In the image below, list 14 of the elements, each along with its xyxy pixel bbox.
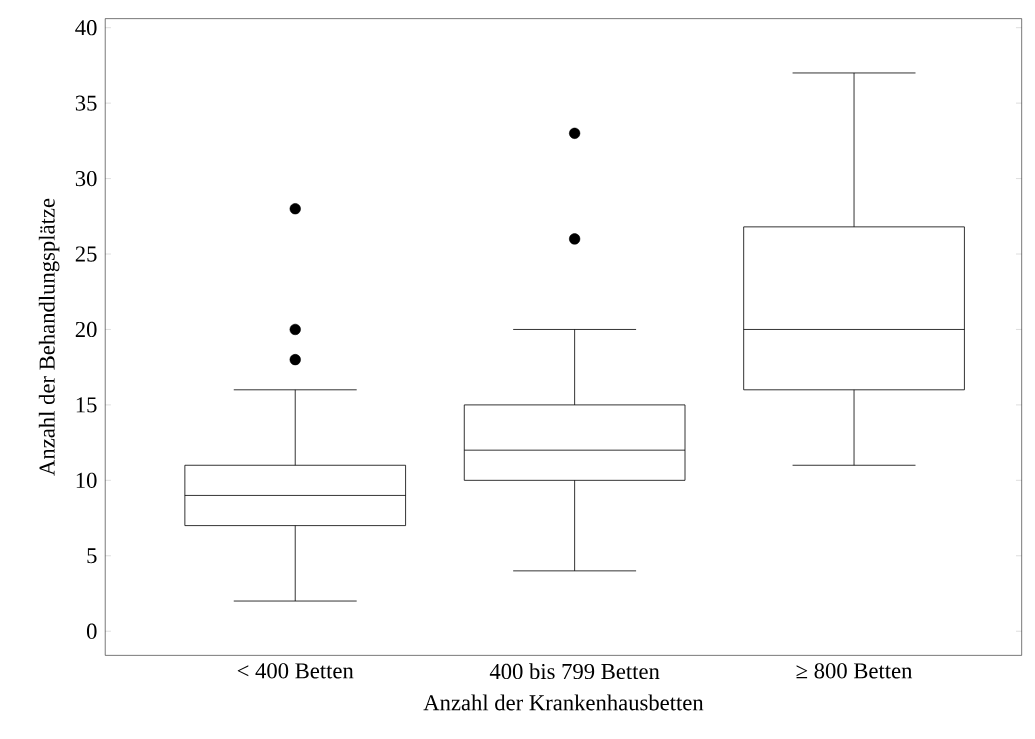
y-tick-label: 0 [86, 623, 97, 639]
y-tick-label: 20 [75, 321, 97, 337]
y-tick-label: 25 [75, 246, 97, 262]
y-tick-label: 40 [75, 19, 97, 36]
x-tick-label: ≥ 800 Betten [796, 663, 913, 679]
y-tick-label: 10 [76, 472, 97, 488]
y-tick-label: 15 [76, 397, 97, 413]
y-tick-label: 30 [75, 170, 97, 187]
x-tick-label: < 400 Betten [237, 663, 354, 679]
x-axis-title: Anzahl der Krankenhausbetten [423, 694, 704, 711]
y-tick-label: 5 [87, 548, 97, 564]
y-axis-title: Anzahl der Behandlungsplätze [38, 198, 60, 476]
y-tick-label: 35 [75, 95, 97, 111]
x-tick-label: 400 bis 799 Betten [489, 663, 660, 679]
